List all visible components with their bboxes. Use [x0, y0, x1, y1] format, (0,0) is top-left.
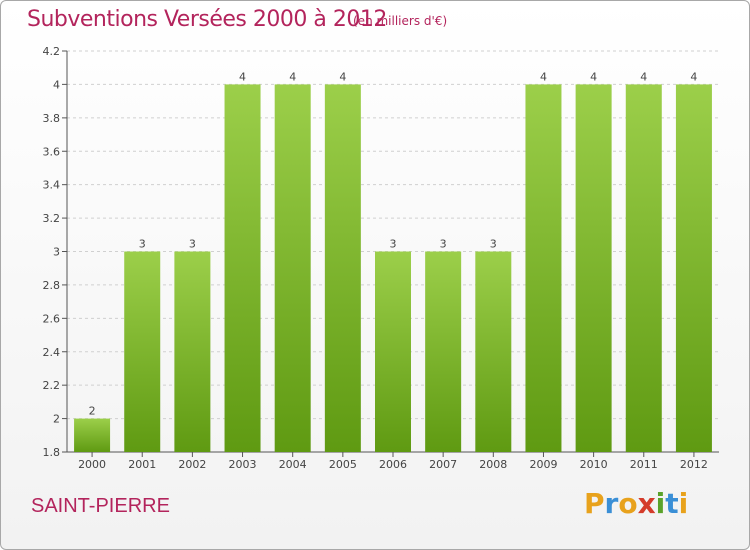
x-tick-label: 2010: [580, 458, 608, 471]
y-tick-label: 2.6: [43, 312, 61, 325]
bar-2012: [675, 84, 712, 453]
y-tick-label: 4: [53, 78, 60, 91]
x-tick-label: 2008: [479, 458, 507, 471]
data-label: 3: [139, 238, 146, 251]
bar-2006: [375, 251, 411, 452]
labels: 1.8 2 2.2 2.4 2.6 2.8 3 3.2 3.4 3.6 3.8 4 4.2 2 2000 3 2…: [43, 45, 708, 471]
data-label: 4: [540, 70, 547, 83]
x-tick-label: 2012: [680, 458, 708, 471]
y-tick-label: 3.6: [43, 145, 61, 158]
x-tick-label: 2007: [429, 458, 457, 471]
bars: [74, 84, 712, 453]
y-tick-label: 4.2: [43, 45, 61, 58]
bar-2008: [475, 251, 512, 452]
y-tick-label: 2.8: [43, 279, 61, 292]
x-tick-label: 2009: [529, 458, 557, 471]
y-tick-label: 2.2: [43, 379, 61, 392]
data-label: 3: [390, 238, 397, 251]
chart-subtitle: (en milliers d'€): [353, 14, 448, 28]
chart-title: Subventions Versées 2000 à 2012: [27, 7, 387, 32]
bar-2004: [274, 84, 311, 453]
x-tick-label: 2006: [379, 458, 407, 471]
logo-letter: i: [678, 487, 689, 520]
bar-2003: [224, 84, 261, 453]
data-label: 4: [690, 70, 697, 83]
x-tick-label: 2002: [178, 458, 206, 471]
data-label: 3: [189, 238, 196, 251]
bar-2002: [174, 251, 211, 452]
x-tick-label: 2011: [630, 458, 658, 471]
x-tick-label: 2005: [329, 458, 357, 471]
x-tick-label: 2003: [229, 458, 257, 471]
logo-letter: t: [665, 487, 679, 520]
data-label: 4: [289, 70, 296, 83]
y-tick-label: 1.8: [43, 446, 61, 459]
y-tick-label: 2: [53, 413, 60, 426]
bar-2005: [324, 84, 361, 453]
data-label: 3: [490, 238, 497, 251]
data-label: 4: [339, 70, 346, 83]
logo-letter: r: [604, 487, 619, 520]
logo-letter: x: [637, 487, 656, 520]
bar-2001: [124, 251, 161, 452]
place-name: SAINT-PIERRE: [31, 495, 170, 517]
proxiti-logo: Proxiti: [584, 487, 688, 520]
bar-2009: [525, 84, 562, 453]
bar-2007: [425, 251, 462, 452]
y-tick-label: 3.4: [43, 179, 61, 192]
y-tick-label: 3: [53, 246, 60, 259]
y-tick-label: 2.4: [43, 346, 61, 359]
x-tick-label: 2004: [279, 458, 307, 471]
y-tick-label: 3.8: [43, 112, 61, 125]
logo-letter: o: [618, 487, 638, 520]
data-label: 4: [640, 70, 647, 83]
data-label: 3: [440, 238, 447, 251]
bar-2010: [575, 84, 612, 453]
bar-2000: [74, 418, 111, 452]
x-tick-label: 2000: [78, 458, 106, 471]
data-label: 4: [590, 70, 597, 83]
bar-2011: [625, 84, 662, 453]
y-tick-label: 3.2: [43, 212, 61, 225]
logo-letter: i: [655, 487, 666, 520]
data-label: 4: [239, 70, 246, 83]
logo-letter: P: [584, 487, 605, 520]
x-tick-label: 2001: [128, 458, 156, 471]
data-label: 2: [89, 405, 96, 418]
